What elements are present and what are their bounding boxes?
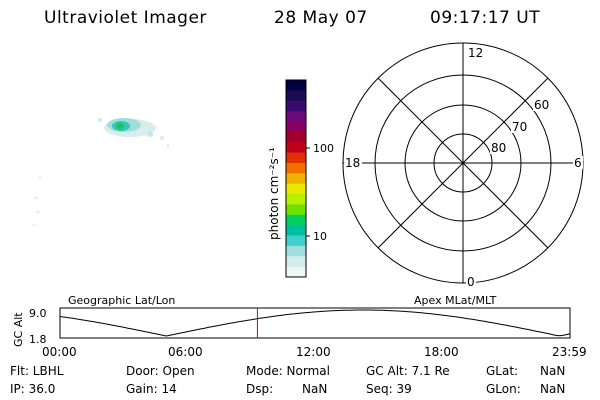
colorbar-gradient [286, 80, 306, 278]
altitude-plot-right-title: Apex MLat/MLT [414, 294, 497, 307]
colorbar-cell [286, 162, 306, 174]
colorbar-cell [286, 245, 306, 257]
altitude-plot-frame [59, 307, 571, 339]
altitude-plot-ylabel: GC Alt [12, 312, 25, 347]
altitude-tick-low: 1.8 [29, 333, 47, 346]
mlt-label-midnight: 0 [467, 275, 475, 289]
door-status: Door: Open [126, 364, 195, 378]
colorbar: 100 10 photon cm⁻²s⁻¹ [267, 79, 334, 278]
colorbar-cell [286, 111, 306, 122]
colorbar-cell [286, 194, 306, 205]
colorbar-axis-label: photon cm⁻²s⁻¹ [267, 147, 281, 240]
altitude-tick-high: 9.0 [29, 307, 47, 320]
gc-alt-status: GC Alt: 7.1 Re [366, 364, 450, 378]
colorbar-tick-label-10: 10 [313, 230, 327, 243]
polar-labels: 12 0 18 6 60 70 80 [344, 46, 583, 289]
instrument-title: Ultraviolet Imager [44, 8, 207, 28]
colorbar-cell [286, 142, 306, 154]
time-tick-1200: 12:00 [296, 345, 331, 359]
seq-status: Seq: 39 [366, 382, 412, 396]
colorbar-tick-label-100: 100 [313, 142, 334, 155]
colorbar-cell [286, 183, 306, 195]
lat-label-70: 70 [512, 120, 527, 134]
altitude-plot-left-title: Geographic Lat/Lon [68, 294, 175, 307]
colorbar-cell [286, 100, 306, 112]
colorbar-cell [286, 235, 306, 247]
colorbar-cell [286, 121, 306, 133]
gain-status: Gain: 14 [126, 382, 177, 396]
mode-status: Mode: Normal [246, 364, 330, 378]
colorbar-cell [286, 80, 306, 91]
colorbar-cell [286, 204, 306, 216]
colorbar-cell [286, 152, 306, 164]
colorbar-cell [286, 266, 306, 278]
altitude-curve [59, 309, 571, 337]
glat-label: GLat: [486, 364, 519, 378]
colorbar-cell [286, 173, 306, 185]
altitude-plot: Geographic Lat/Lon Apex MLat/MLT GC Alt … [12, 294, 587, 359]
colorbar-cell [286, 90, 306, 102]
lat-label-80: 80 [491, 141, 506, 155]
dsp-value: NaN [302, 382, 328, 396]
glat-value: NaN [540, 364, 566, 378]
time-label: 09:17:17 UT [430, 8, 541, 28]
dsp-label: Dsp: [246, 382, 274, 396]
glon-value: NaN [540, 382, 566, 396]
ip-status: IP: 36.0 [10, 382, 56, 396]
filter-status: Flt: LBHL [10, 364, 64, 378]
time-tick-1800: 18:00 [424, 345, 459, 359]
colorbar-cell [286, 214, 306, 226]
time-tick-0000: 00:00 [42, 345, 77, 359]
colorbar-frame [285, 79, 307, 278]
mlt-label-dusk: 18 [345, 156, 360, 170]
glon-label: GLon: [486, 382, 521, 396]
mlt-label-dawn: 6 [574, 156, 582, 170]
polar-plot [342, 42, 584, 284]
time-tick-0600: 06:00 [168, 345, 203, 359]
date-label: 28 May 07 [274, 8, 368, 28]
mlt-label-noon: 12 [468, 46, 483, 60]
colorbar-cell [286, 256, 306, 268]
lat-label-60: 60 [534, 98, 549, 112]
colorbar-cell [286, 225, 306, 237]
aurora-image [32, 118, 170, 227]
time-tick-2359: 23:59 [552, 345, 587, 359]
colorbar-cell [286, 131, 306, 143]
